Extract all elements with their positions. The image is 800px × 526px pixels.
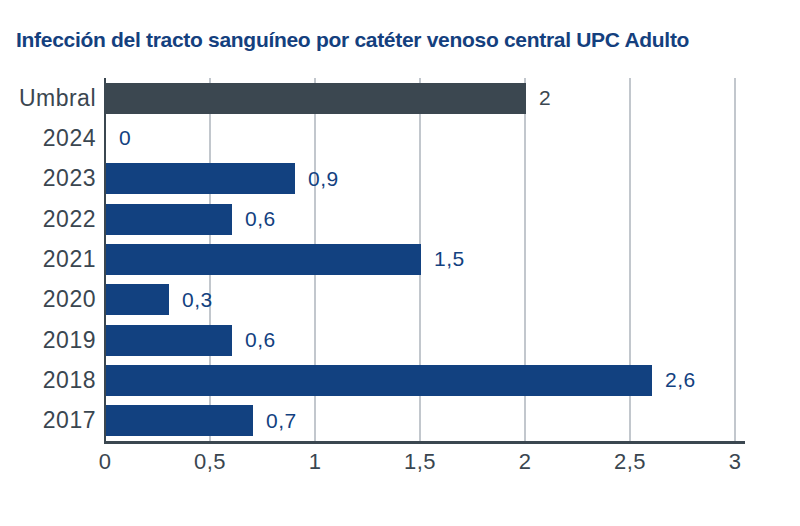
category-label: 2022 <box>0 206 96 233</box>
bar-row: 20230,9 <box>106 159 745 199</box>
bar-row: 20170,7 <box>106 401 745 441</box>
value-label: 2,6 <box>665 368 696 392</box>
bar-row: Umbral2 <box>106 78 745 118</box>
category-label: 2024 <box>0 125 96 152</box>
bar-row: 20220,6 <box>106 199 745 239</box>
category-label: 2020 <box>0 286 96 313</box>
bar <box>106 204 232 235</box>
plot-area: Umbral22024020230,920220,620211,520200,3… <box>104 78 745 444</box>
bar <box>106 365 652 396</box>
x-tick-label: 1 <box>309 449 322 475</box>
bar <box>106 284 169 315</box>
x-tick-label: 3 <box>729 449 742 475</box>
category-label: 2023 <box>0 165 96 192</box>
bar <box>106 405 253 436</box>
value-label: 0,3 <box>182 288 213 312</box>
chart-title: Infección del tracto sanguíneo por catét… <box>16 28 796 52</box>
value-label: 0,7 <box>266 409 297 433</box>
value-label: 2 <box>539 86 551 110</box>
bar-row: 20190,6 <box>106 320 745 360</box>
bar <box>106 163 295 194</box>
value-label: 1,5 <box>434 247 465 271</box>
bar-row: 20200,3 <box>106 280 745 320</box>
x-tick-label: 2 <box>519 449 532 475</box>
value-label: 0,6 <box>245 207 276 231</box>
x-tick-label: 2,5 <box>614 449 646 475</box>
category-label: 2017 <box>0 407 96 434</box>
bar <box>106 244 421 275</box>
bar-row: 20240 <box>106 118 745 158</box>
x-axis: 00,511,522,53 <box>104 449 764 479</box>
bar-row: 20211,5 <box>106 239 745 279</box>
bar <box>106 325 232 356</box>
x-tick-label: 0,5 <box>194 449 226 475</box>
bar-row: 20182,6 <box>106 360 745 400</box>
x-tick-label: 0 <box>99 449 112 475</box>
category-label: 2018 <box>0 367 96 394</box>
x-tick-label: 1,5 <box>404 449 436 475</box>
bar <box>106 83 526 114</box>
category-label: 2021 <box>0 246 96 273</box>
value-label: 0,6 <box>245 328 276 352</box>
category-label: Umbral <box>0 85 96 112</box>
category-label: 2019 <box>0 327 96 354</box>
value-label: 0,9 <box>308 167 339 191</box>
value-label: 0 <box>119 126 131 150</box>
